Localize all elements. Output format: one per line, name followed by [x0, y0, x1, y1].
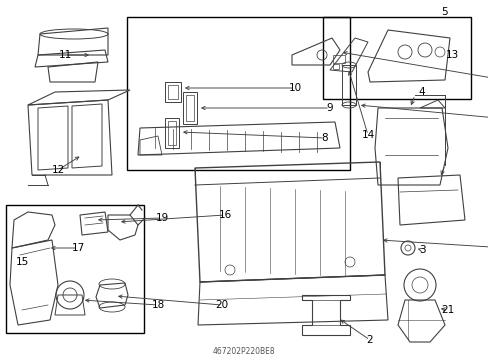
Bar: [323, 17, 470, 99]
Text: 15: 15: [15, 257, 29, 267]
Text: 19: 19: [155, 213, 168, 223]
Bar: [185, 95, 194, 121]
Text: 18: 18: [151, 300, 164, 310]
Text: 467202P220BE8: 467202P220BE8: [212, 347, 275, 356]
Text: 16: 16: [218, 210, 231, 220]
Text: 9: 9: [326, 103, 333, 113]
Text: 13: 13: [445, 50, 458, 60]
Text: 3: 3: [418, 245, 425, 255]
Bar: [6, 205, 143, 333]
Bar: [183, 92, 197, 124]
Bar: [127, 17, 349, 170]
Bar: [332, 55, 345, 63]
Text: 14: 14: [361, 130, 374, 140]
Text: 12: 12: [51, 165, 64, 175]
Text: 8: 8: [321, 133, 327, 143]
Bar: [168, 85, 178, 99]
Bar: [168, 121, 176, 145]
Bar: [341, 65, 355, 105]
Text: 10: 10: [288, 83, 301, 93]
Text: 20: 20: [215, 300, 228, 310]
Text: 4: 4: [418, 87, 425, 97]
Text: 17: 17: [71, 243, 84, 253]
Bar: [164, 118, 179, 148]
Text: 21: 21: [441, 305, 454, 315]
Bar: [311, 300, 339, 325]
Text: 5: 5: [441, 7, 447, 17]
Text: 11: 11: [58, 50, 71, 60]
Text: 2: 2: [366, 335, 372, 345]
Bar: [332, 64, 338, 69]
Bar: [164, 82, 181, 102]
